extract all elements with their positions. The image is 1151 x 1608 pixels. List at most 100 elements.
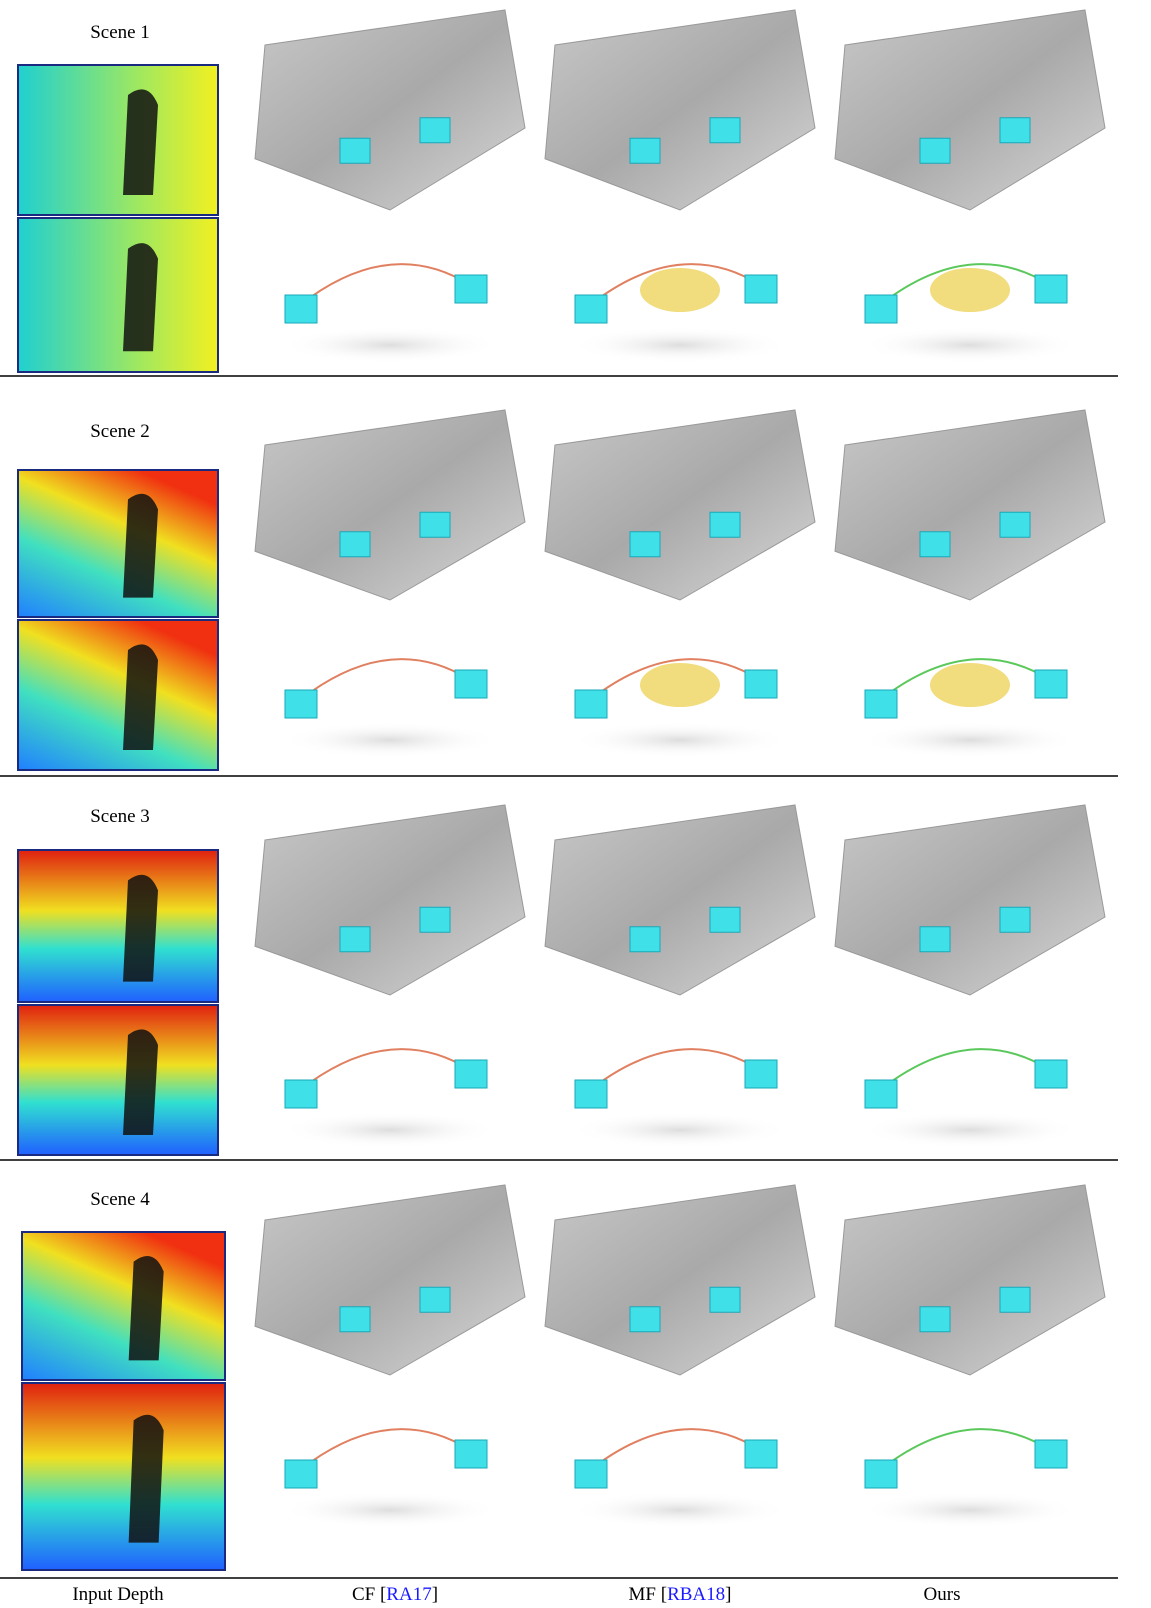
depth-silhouette — [123, 493, 158, 598]
scene-label: Scene 2 — [90, 421, 150, 442]
object — [574, 1459, 608, 1489]
trajectory — [589, 263, 761, 306]
object-blob — [930, 268, 1010, 312]
trajectory — [589, 658, 761, 701]
trajectory — [879, 658, 1051, 701]
object — [999, 906, 1031, 933]
object — [454, 274, 488, 304]
trajectory — [879, 263, 1051, 306]
citation[interactable]: RBA18 — [667, 1584, 725, 1605]
object — [419, 906, 451, 933]
depth-image — [17, 619, 219, 771]
object — [709, 1286, 741, 1313]
object — [454, 669, 488, 699]
object — [999, 117, 1031, 144]
object — [709, 511, 741, 538]
object — [744, 669, 778, 699]
shadow — [570, 327, 790, 363]
depth-image — [21, 1382, 226, 1571]
depth-silhouette — [123, 874, 158, 982]
trajectory — [299, 1428, 471, 1471]
object — [629, 1306, 661, 1333]
object — [744, 274, 778, 304]
shadow — [570, 722, 790, 758]
object — [284, 294, 318, 324]
object — [709, 906, 741, 933]
trajectory — [879, 1048, 1051, 1091]
depth-image — [17, 849, 219, 1003]
object-blob — [640, 268, 720, 312]
reconstruction — [544, 9, 816, 211]
object — [574, 689, 608, 719]
column-prefix: CF [ — [352, 1584, 386, 1605]
reconstruction — [544, 804, 816, 996]
shadow — [860, 722, 1080, 758]
object — [709, 117, 741, 144]
trajectory — [299, 1048, 471, 1091]
depth-image — [17, 469, 219, 618]
depth-silhouette — [123, 89, 158, 195]
object — [629, 531, 661, 558]
trajectory — [589, 1428, 761, 1471]
reconstruction — [544, 409, 816, 601]
depth-silhouette — [123, 243, 158, 352]
column-suffix: ] — [432, 1584, 438, 1605]
object — [1034, 669, 1068, 699]
object — [919, 137, 951, 164]
scene-label: Scene 4 — [90, 1189, 150, 1210]
column-suffix: ] — [725, 1584, 731, 1605]
object — [1034, 274, 1068, 304]
column-label: MF [RBA18] — [629, 1584, 732, 1605]
column-label: Ours — [924, 1584, 961, 1605]
reconstruction — [834, 804, 1106, 996]
depth-silhouette — [123, 1029, 158, 1135]
object — [999, 511, 1031, 538]
object — [1034, 1439, 1068, 1469]
object — [919, 1306, 951, 1333]
object — [919, 926, 951, 953]
reconstruction — [254, 9, 526, 211]
object — [284, 1459, 318, 1489]
object — [284, 689, 318, 719]
shadow — [280, 722, 500, 758]
object — [419, 1286, 451, 1313]
object — [339, 137, 371, 164]
scene-label: Scene 3 — [90, 806, 150, 827]
depth-silhouette — [128, 1255, 164, 1361]
object — [629, 137, 661, 164]
column-label: CF [RA17] — [352, 1584, 438, 1605]
trajectory — [299, 263, 471, 306]
reconstruction — [834, 409, 1106, 601]
reconstruction — [254, 1184, 526, 1376]
object-blob — [930, 663, 1010, 707]
object — [864, 689, 898, 719]
depth-silhouette — [128, 1414, 164, 1543]
object — [574, 294, 608, 324]
reconstruction — [544, 1184, 816, 1376]
column-label: Input Depth — [72, 1584, 164, 1605]
shadow — [570, 1492, 790, 1528]
shadow — [860, 1492, 1080, 1528]
object — [629, 926, 661, 953]
column-text: Input Depth — [72, 1584, 164, 1605]
object — [1034, 1059, 1068, 1089]
reconstruction — [834, 9, 1106, 211]
object — [454, 1059, 488, 1089]
trajectory — [879, 1428, 1051, 1471]
depth-silhouette — [123, 644, 158, 750]
shadow — [860, 327, 1080, 363]
object — [999, 1286, 1031, 1313]
column-prefix: MF [ — [629, 1584, 668, 1605]
object — [744, 1059, 778, 1089]
object — [339, 531, 371, 558]
reconstruction — [834, 1184, 1106, 1376]
object — [574, 1079, 608, 1109]
shadow — [280, 327, 500, 363]
object — [919, 531, 951, 558]
object — [864, 294, 898, 324]
reconstruction — [254, 409, 526, 601]
shadow — [570, 1112, 790, 1148]
object — [419, 117, 451, 144]
citation[interactable]: RA17 — [386, 1584, 431, 1605]
